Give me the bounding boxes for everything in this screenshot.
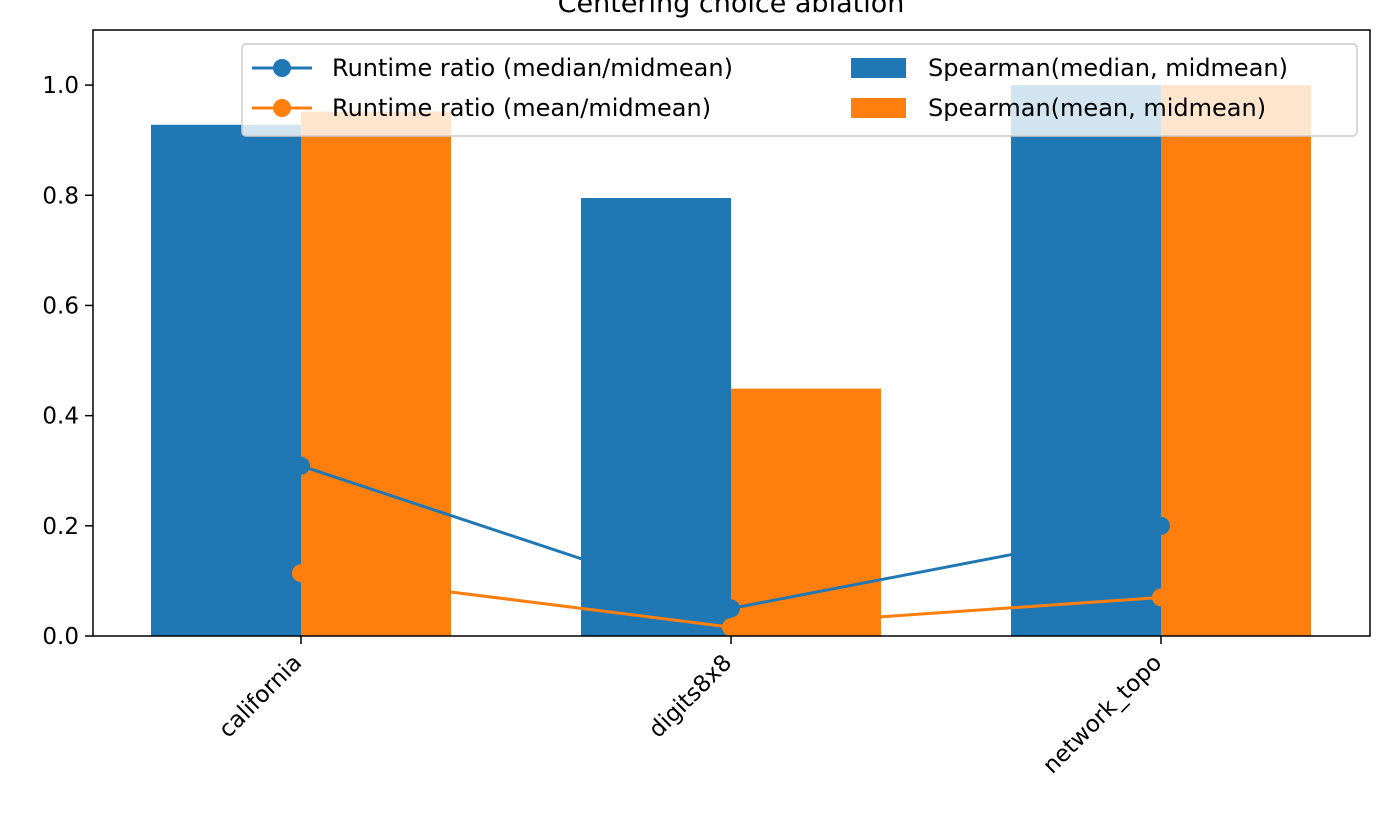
- point-runtime-mean-network_topo: [1152, 588, 1170, 607]
- bars-layer: [151, 85, 1311, 636]
- legend-label: Runtime ratio (median/midmean): [332, 54, 733, 82]
- y-tick-label: 0.0: [42, 624, 79, 650]
- bar-spearman-median-digits8x8: [581, 198, 731, 636]
- y-tick-label: 0.4: [42, 404, 79, 430]
- legend-label: Spearman(median, midmean): [928, 54, 1288, 82]
- bar-spearman-mean-california: [301, 111, 451, 636]
- legend-bar-swatch: [851, 98, 906, 118]
- point-runtime-median-digits8x8: [722, 599, 740, 618]
- y-axis: 0.0 0.2 0.4 0.6 0.8 1.0: [42, 73, 93, 650]
- bar-spearman-median-california: [151, 124, 301, 636]
- bar-spearman-mean-network_topo: [1161, 85, 1311, 636]
- bar-spearman-mean-digits8x8: [731, 388, 881, 636]
- y-tick-label: 0.2: [42, 514, 79, 540]
- point-runtime-median-california: [292, 456, 310, 475]
- y-tick-label: 0.8: [42, 183, 79, 209]
- legend-marker-swatch: [273, 99, 291, 117]
- bar-spearman-median-network_topo: [1011, 85, 1161, 636]
- legend-bar-swatch: [851, 58, 906, 78]
- y-tick-label: 1.0: [42, 73, 79, 99]
- point-runtime-median-network_topo: [1152, 516, 1170, 535]
- legend-label: Spearman(mean, midmean): [928, 94, 1266, 122]
- x-axis: california digits8x8 network_topo: [214, 636, 1167, 779]
- chart-title: Centering choice ablation: [558, 0, 905, 19]
- legend-marker-swatch: [273, 59, 291, 77]
- legend-box: [241, 43, 1358, 137]
- x-tick-label: california: [214, 650, 307, 743]
- x-tick-label: network_topo: [1038, 650, 1167, 779]
- legend-label: Runtime ratio (mean/midmean): [332, 94, 711, 122]
- x-tick-label: digits8x8: [644, 650, 737, 743]
- legend: Runtime ratio (median/midmean) Runtime ra…: [241, 43, 1358, 137]
- lines-layer: [292, 456, 1170, 636]
- point-runtime-mean-digits8x8: [722, 618, 740, 636]
- point-runtime-mean-california: [292, 564, 310, 583]
- y-tick-label: 0.6: [42, 293, 79, 319]
